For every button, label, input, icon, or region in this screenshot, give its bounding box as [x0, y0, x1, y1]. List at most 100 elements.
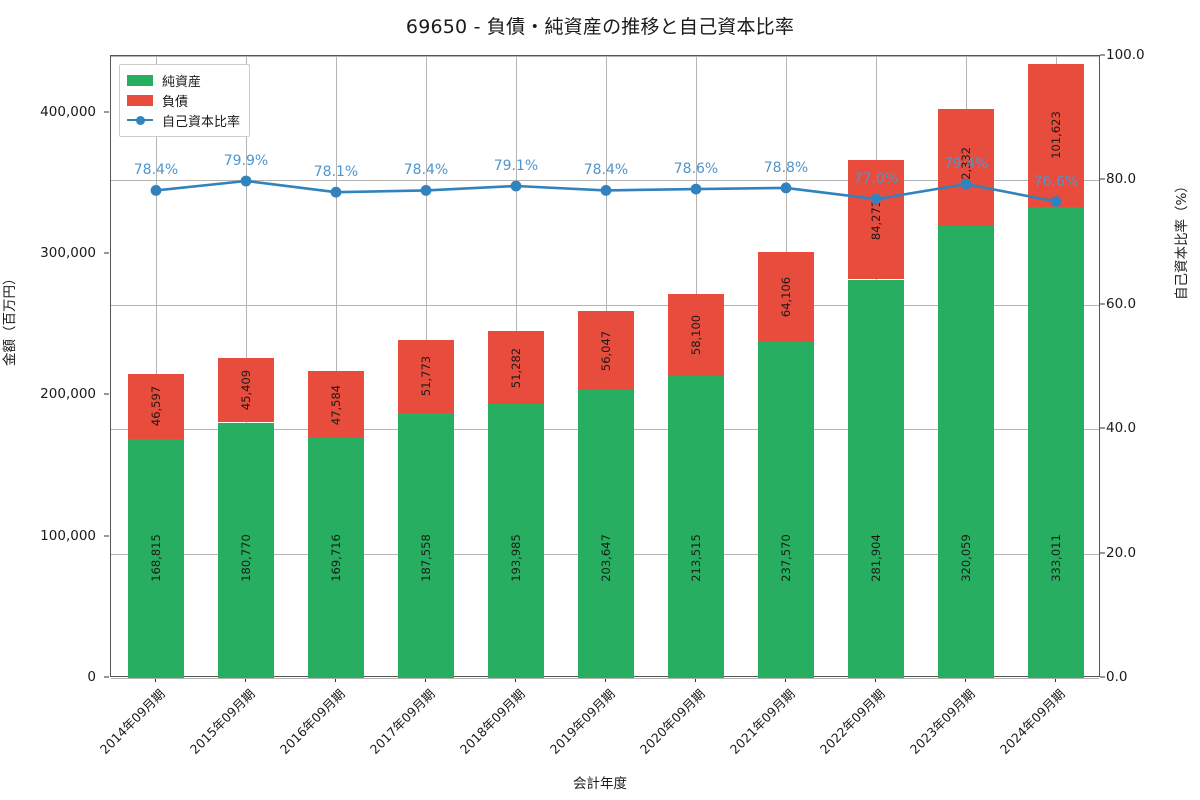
x-axis-tick-label: 2024年09月期 [996, 686, 1068, 757]
bar-segment-equity[interactable] [668, 376, 724, 678]
y-axis-left-tick-mark [104, 535, 109, 537]
bar-segment-liability[interactable] [308, 370, 364, 439]
ratio-point-marker[interactable] [690, 183, 702, 195]
legend-item[interactable]: 自己資本比率 [127, 110, 240, 130]
ratio-point-marker[interactable] [780, 182, 792, 194]
bar-segment-equity[interactable] [1028, 207, 1084, 678]
bar-segment-equity[interactable] [128, 439, 184, 678]
y-axis-left-tick-label: 300,000 [40, 244, 96, 261]
ratio-point-marker[interactable] [420, 185, 432, 196]
gridline-horizontal [111, 304, 1099, 306]
x-axis-tick-label: 2016年09月期 [276, 686, 348, 757]
ratio-point-marker[interactable] [150, 185, 162, 196]
y-axis-left-tick-label: 200,000 [40, 386, 96, 403]
legend-item[interactable]: 純資産 [127, 70, 240, 90]
legend-item-label: 自己資本比率 [162, 114, 241, 130]
bar-segment-liability[interactable] [488, 331, 544, 404]
x-axis-tick-mark [785, 677, 786, 682]
bar-segment-equity[interactable] [218, 422, 274, 678]
bar-segment-equity[interactable] [578, 390, 634, 678]
y-axis-left-tick-label: 0 [87, 669, 96, 685]
x-axis-tick-mark [155, 677, 156, 682]
gridline-vertical [336, 56, 337, 676]
y-axis-right-tick-mark [1100, 303, 1105, 305]
y-axis-left-tick-label: 100,000 [40, 527, 96, 544]
x-axis-tick-mark [875, 677, 876, 682]
y-axis-left-tick-mark [104, 111, 109, 112]
y-axis-right-tick-label: 0.0 [1106, 669, 1128, 685]
legend-swatch-icon [127, 94, 153, 106]
bar-segment-liability[interactable] [758, 251, 814, 343]
y-axis-right-tick-label: 80.0 [1106, 171, 1137, 188]
y-axis-right-tick-mark [1100, 178, 1105, 180]
ratio-point-marker[interactable] [870, 193, 882, 205]
ratio-line-layer [150, 175, 1062, 207]
bar-segment-liability[interactable] [1028, 63, 1084, 208]
legend: 純資産負債自己資本比率 [119, 64, 251, 137]
x-axis-tick-mark [245, 677, 246, 682]
x-axis-tick-mark [695, 677, 696, 682]
bar-segment-liability[interactable] [398, 339, 454, 413]
x-axis-tick-mark [1055, 677, 1056, 682]
x-axis-tick-label: 2022年09月期 [816, 686, 888, 757]
x-axis-tick-label: 2014年09月期 [96, 686, 168, 757]
bar-segment-liability[interactable] [578, 310, 634, 391]
bar-segment-liability[interactable] [668, 294, 724, 377]
ratio-point-marker[interactable] [960, 178, 972, 190]
ratio-point-marker[interactable] [1050, 196, 1062, 207]
ratio-point-marker[interactable] [600, 185, 612, 196]
y-axis-right-tick-mark [1100, 54, 1105, 56]
x-axis-tick-mark [335, 677, 336, 682]
bar-segment-equity[interactable] [488, 403, 544, 678]
x-axis-tick-label: 2023年09月期 [906, 686, 978, 757]
gridline-horizontal [111, 678, 1099, 679]
legend-item[interactable]: 負債 [127, 90, 240, 110]
y-axis-left-tick-mark [104, 393, 109, 395]
x-axis-tick-label: 2020年09月期 [636, 686, 708, 757]
y-axis-right-tick-mark [1100, 427, 1105, 429]
y-axis-right-tick-mark [1100, 676, 1105, 678]
legend-item-label: 負債 [162, 94, 189, 110]
ratio-point-marker[interactable] [510, 180, 522, 192]
x-axis-tick-label: 2019年09月期 [546, 686, 618, 757]
bar-segment-liability[interactable] [938, 109, 994, 226]
bar-segment-equity[interactable] [848, 279, 904, 678]
x-axis-tick-label: 2017年09月期 [366, 686, 438, 757]
gridline-vertical [156, 56, 157, 676]
legend-swatch-icon [127, 74, 153, 86]
x-axis-tick-label: 2015年09月期 [186, 686, 258, 757]
bar-segment-equity[interactable] [308, 438, 364, 678]
y-axis-right-title: 自己資本比率（%） [1174, 179, 1190, 300]
x-axis-title: 会計年度 [573, 776, 627, 792]
y-axis-left-tick-label: 400,000 [40, 103, 96, 120]
y-axis-right-tick-mark [1100, 552, 1105, 554]
y-axis-left-tick-mark [104, 252, 109, 254]
bar-segment-liability[interactable] [128, 373, 184, 440]
x-axis-tick-label: 2018年09月期 [456, 686, 528, 757]
ratio-point-marker[interactable] [240, 175, 252, 187]
x-axis-tick-mark [605, 677, 606, 682]
y-axis-right-tick-label: 20.0 [1106, 544, 1137, 561]
y-axis-right-tick-label: 40.0 [1106, 420, 1137, 437]
bar-segment-equity[interactable] [938, 225, 994, 678]
y-axis-left-tick-mark [104, 676, 109, 678]
ratio-point-marker[interactable] [330, 186, 342, 198]
plot-area: 168,815 46,597 180,770 45,409 169,716 47,584 1… [110, 55, 1100, 679]
x-axis-tick-mark [965, 677, 966, 682]
y-axis-right-tick-label: 100.0 [1106, 47, 1145, 63]
legend-item-label: 純資産 [162, 74, 202, 90]
y-axis-left-title: 金額（百万円） [2, 271, 18, 367]
bar-segment-liability[interactable] [848, 160, 904, 280]
y-axis-right-tick-label: 60.0 [1106, 295, 1137, 312]
gridline-horizontal [111, 180, 1099, 182]
x-axis-tick-label: 2021年09月期 [726, 686, 798, 757]
x-axis-tick-mark [515, 677, 516, 682]
bar-segment-equity[interactable] [758, 342, 814, 678]
x-axis-tick-mark [425, 677, 426, 682]
legend-line-marker-icon [127, 115, 153, 126]
page-title: 69650 - 負債・純資産の推移と自己資本比率 [405, 16, 795, 38]
bar-segment-liability[interactable] [218, 358, 274, 423]
bar-segment-equity[interactable] [398, 412, 454, 678]
gridline-horizontal [111, 56, 1099, 57]
